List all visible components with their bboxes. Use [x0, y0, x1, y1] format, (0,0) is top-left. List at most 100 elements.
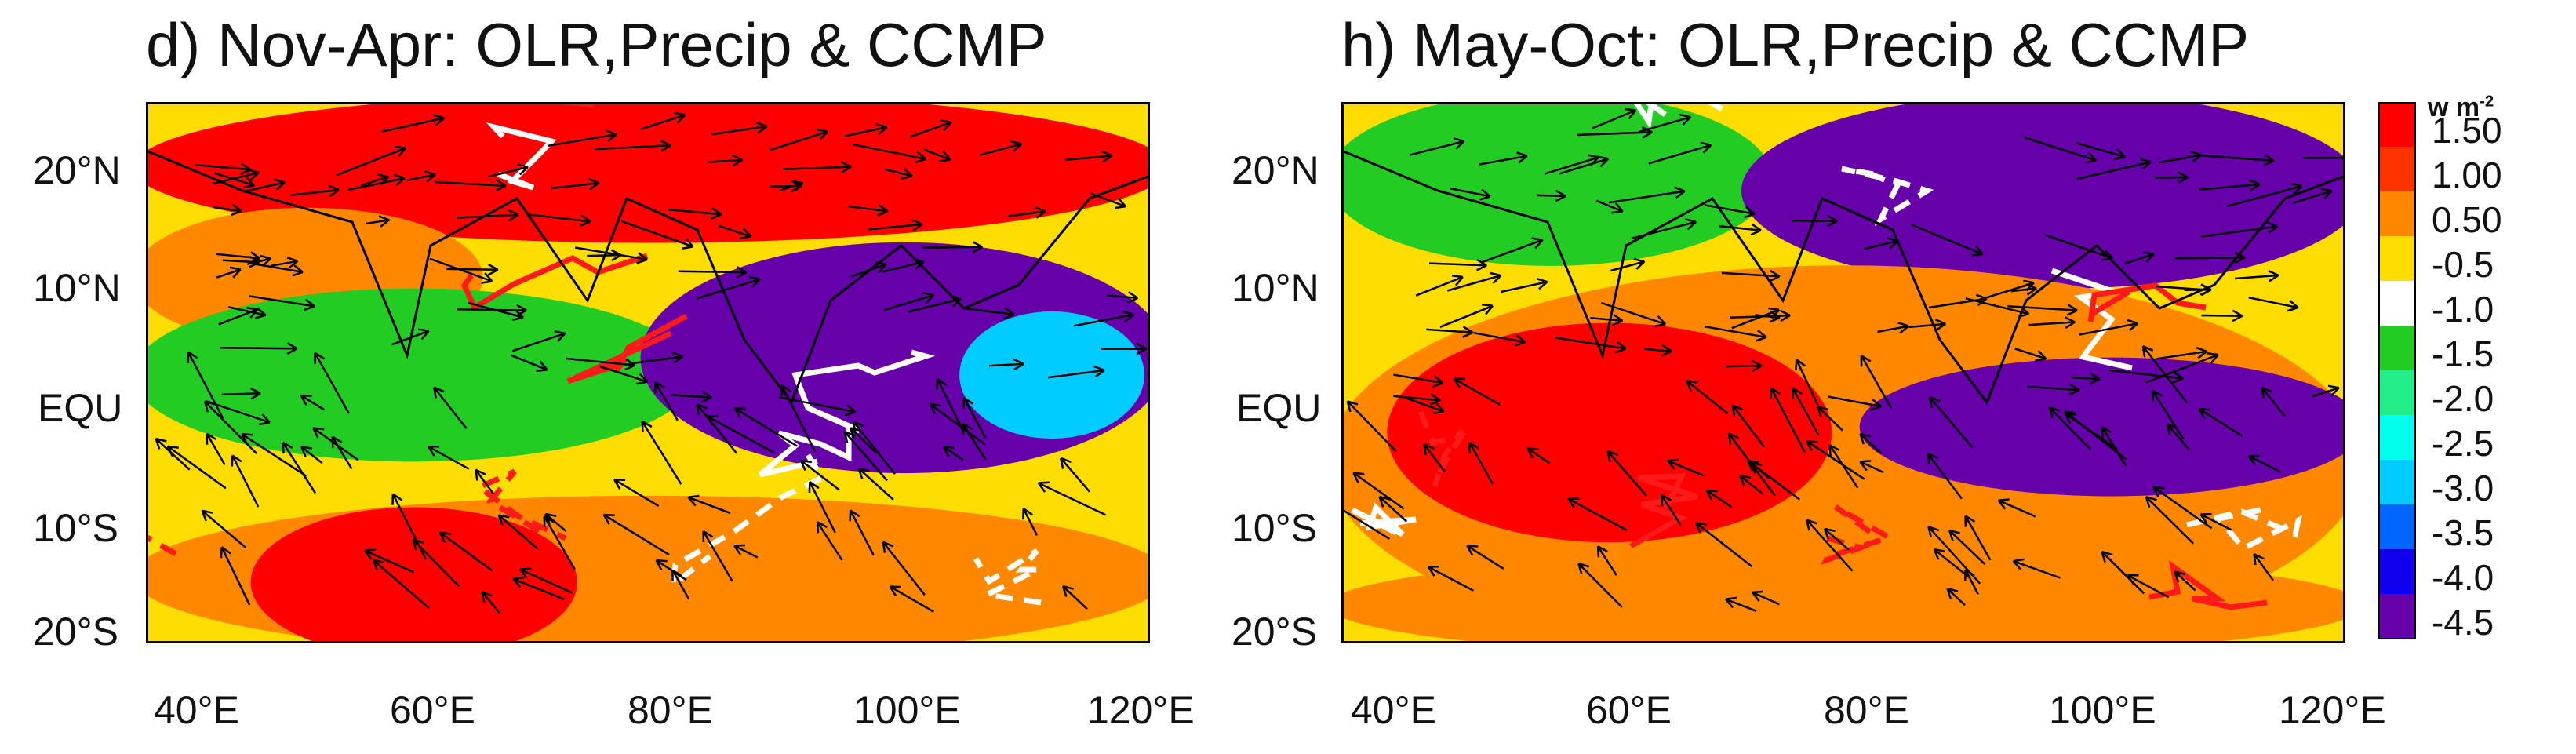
- colorbar-swatch: [2378, 460, 2416, 505]
- wind-vector: [1610, 257, 1646, 272]
- wind-vector: [201, 509, 247, 548]
- colorbar-swatch: [2378, 191, 2416, 237]
- wind-vector: [1725, 596, 1757, 612]
- wind-vector: [2293, 188, 2333, 204]
- wind-vector: [671, 391, 712, 403]
- wind-vector: [429, 257, 493, 284]
- wind-vector: [2145, 352, 2219, 384]
- panel-d-ytick-20s: 20°S: [33, 610, 118, 654]
- wind-vector: [565, 357, 636, 371]
- wind-vector: [1725, 359, 1763, 373]
- wind-vector: [228, 306, 267, 319]
- wind-vector: [214, 172, 255, 189]
- colorbar-units-exponent: -2: [2480, 93, 2494, 111]
- wind-vector: [2201, 221, 2279, 238]
- wind-vector: [628, 352, 684, 365]
- wind-vector: [2201, 309, 2243, 322]
- wind-vector: [2151, 389, 2185, 440]
- wind-vector: [2248, 296, 2299, 312]
- wind-vector: [2027, 383, 2080, 396]
- colorbar-level-label: -4.5: [2432, 602, 2494, 643]
- anomaly-region: [148, 104, 1148, 243]
- red-contour-line: [1629, 473, 1699, 549]
- wind-vector: [1423, 443, 1446, 473]
- wind-vector: [708, 154, 744, 167]
- wind-vector: [783, 161, 852, 173]
- wind-vector: [1792, 387, 1820, 436]
- wind-vector: [696, 275, 761, 300]
- wind-vector: [2152, 486, 2213, 530]
- colorbar-swatch: [2378, 281, 2416, 326]
- panel-d-title: d) Nov-Apr: OLR,Precip & CCMP: [146, 10, 1047, 79]
- colorbar-swatch: [2378, 236, 2416, 282]
- wind-vector: [391, 493, 428, 560]
- wind-vector: [446, 263, 499, 276]
- wind-vector: [769, 128, 829, 151]
- colorbar-swatch: [2378, 415, 2416, 461]
- wind-vector: [2014, 348, 2047, 362]
- colorbar-swatch: [2378, 370, 2416, 416]
- wind-vector: [843, 431, 888, 482]
- wind-vector: [1590, 313, 1624, 326]
- wind-vector: [641, 421, 682, 485]
- white-contour-line: [1841, 166, 1934, 227]
- wind-vector: [195, 162, 252, 176]
- wind-vector: [733, 544, 759, 559]
- wind-vector: [242, 178, 286, 193]
- wind-vector: [1346, 400, 1397, 453]
- wind-vector: [702, 530, 733, 582]
- wind-vector: [1468, 442, 1494, 485]
- wind-vector: [543, 515, 576, 570]
- wind-vector: [882, 541, 926, 596]
- wind-vector: [718, 224, 752, 240]
- wind-vector: [475, 468, 495, 495]
- wind-vector: [2198, 407, 2243, 437]
- wind-vector: [778, 396, 857, 417]
- wind-vector: [1592, 107, 1637, 129]
- wind-vector: [1446, 271, 1502, 292]
- wind-vector: [381, 114, 446, 133]
- wind-vector: [222, 255, 260, 268]
- wind-vector: [433, 386, 468, 429]
- white-contour-line: [1351, 502, 1417, 537]
- wind-vector: [653, 381, 679, 421]
- panel-d-xtick-80e: 80°E: [628, 688, 713, 732]
- wind-vector: [936, 377, 965, 433]
- wind-vector: [816, 521, 843, 561]
- wind-vector: [853, 143, 927, 164]
- wind-vector: [249, 295, 315, 311]
- coastline: [1344, 150, 2343, 406]
- colorbar-level-label: 1.50: [2432, 110, 2502, 151]
- wind-vector: [1537, 189, 1566, 202]
- wind-vector: [1806, 519, 1854, 572]
- wind-vector: [2109, 369, 2184, 384]
- wind-vector: [962, 423, 987, 461]
- wind-vector: [2174, 251, 2246, 264]
- wind-vector: [336, 145, 407, 177]
- wind-vector: [372, 559, 430, 610]
- wind-vector: [1022, 508, 1039, 536]
- wind-vector: [1008, 206, 1046, 219]
- wind-vector: [780, 384, 817, 453]
- panel-d-xtick-60e: 60°E: [390, 688, 475, 732]
- wind-vector: [621, 220, 694, 250]
- wind-vector: [988, 358, 1024, 371]
- wind-vector: [852, 421, 896, 475]
- red-contour-line: [2087, 282, 2207, 322]
- wind-vector: [1453, 377, 1501, 406]
- wind-vector: [488, 163, 529, 178]
- wind-vector: [883, 292, 935, 311]
- anomaly-region: [1387, 322, 1832, 543]
- wind-vector: [527, 213, 591, 227]
- wind-vector: [2010, 283, 2037, 296]
- wind-vector: [2071, 372, 2101, 385]
- wind-vector: [599, 365, 649, 385]
- wind-vector: [2076, 158, 2152, 180]
- wind-vector: [1721, 269, 1781, 282]
- wind-vector: [868, 219, 923, 231]
- white-contour-line: [486, 122, 557, 191]
- wind-vector: [1719, 223, 1762, 236]
- wind-vector: [1667, 458, 1705, 477]
- wind-vector: [857, 467, 894, 501]
- coastline: [148, 150, 1148, 406]
